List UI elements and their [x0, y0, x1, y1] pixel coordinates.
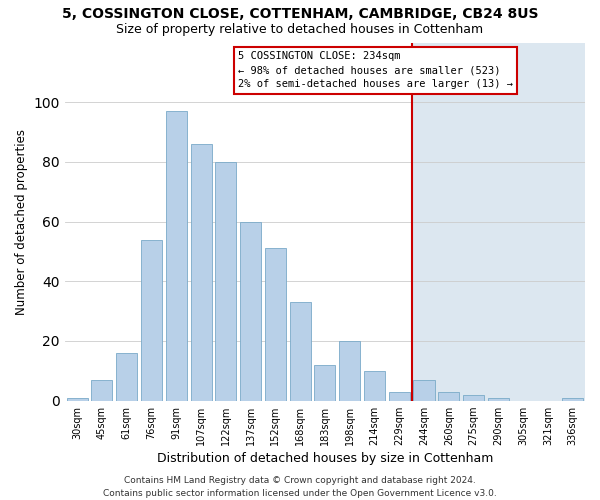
Bar [290, 302, 311, 400]
Bar [364, 371, 385, 400]
Bar [562, 398, 583, 400]
Text: Size of property relative to detached houses in Cottenham: Size of property relative to detached ho… [116, 22, 484, 36]
Bar [412, 42, 585, 401]
Bar [413, 380, 434, 400]
Bar [438, 392, 459, 400]
Text: 5, COSSINGTON CLOSE, COTTENHAM, CAMBRIDGE, CB24 8US: 5, COSSINGTON CLOSE, COTTENHAM, CAMBRIDG… [62, 8, 538, 22]
Bar [91, 380, 112, 400]
Bar [67, 398, 88, 400]
Bar [240, 222, 261, 400]
Bar [191, 144, 212, 401]
Y-axis label: Number of detached properties: Number of detached properties [15, 128, 28, 314]
Text: 5 COSSINGTON CLOSE: 234sqm
← 98% of detached houses are smaller (523)
2% of semi: 5 COSSINGTON CLOSE: 234sqm ← 98% of deta… [238, 52, 513, 90]
Bar [339, 341, 360, 400]
X-axis label: Distribution of detached houses by size in Cottenham: Distribution of detached houses by size … [157, 452, 493, 465]
Bar [389, 392, 410, 400]
Text: Contains HM Land Registry data © Crown copyright and database right 2024.
Contai: Contains HM Land Registry data © Crown c… [103, 476, 497, 498]
Bar [116, 353, 137, 401]
Bar [215, 162, 236, 400]
Bar [488, 398, 509, 400]
Bar [141, 240, 162, 400]
Bar [166, 111, 187, 401]
Bar [314, 365, 335, 400]
Bar [265, 248, 286, 400]
Bar [463, 394, 484, 400]
